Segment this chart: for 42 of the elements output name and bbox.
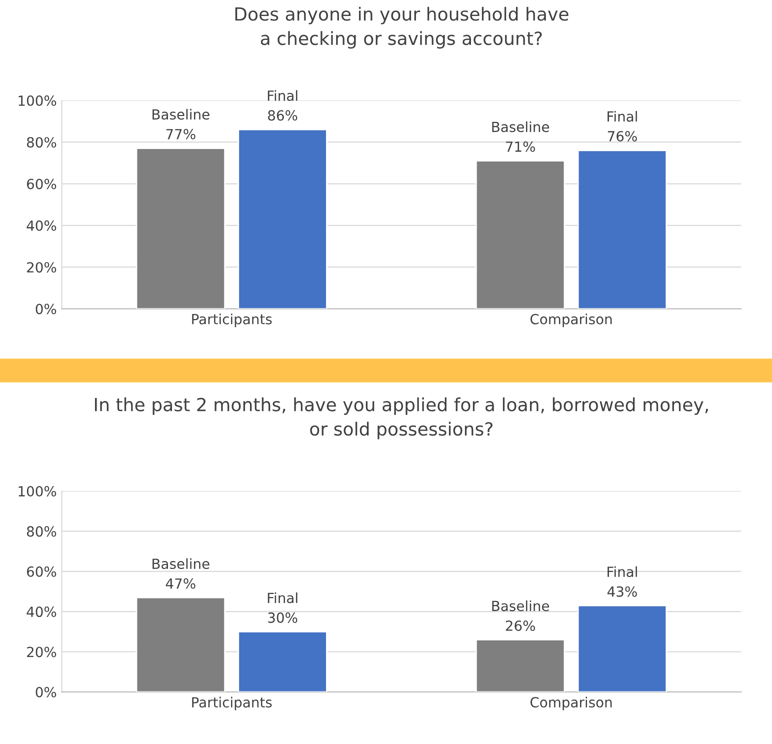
y-tick-label: 40% <box>26 606 56 618</box>
x-tick-label: Comparison <box>530 314 612 328</box>
data-label: 30% <box>268 612 298 623</box>
y-tick-label: 20% <box>27 262 56 273</box>
y-tick-label: 60% <box>27 566 56 577</box>
chart-title: Does anyone in your household have a checking or savings account? <box>235 6 568 49</box>
text: Final <box>268 592 298 604</box>
data-label: 47% <box>166 578 196 589</box>
y-tick-label: 100% <box>18 95 56 106</box>
y-tick-label: 40% <box>26 220 56 231</box>
y-tick-label: 20% <box>27 646 56 658</box>
y-tick-label: 0% <box>36 304 56 314</box>
bar <box>238 128 328 309</box>
x-tick-label: Participants <box>192 314 272 328</box>
y-tick-label: 100% <box>18 486 56 497</box>
text: Final <box>608 110 637 122</box>
x-tick-label: Comparison <box>530 696 612 710</box>
bar <box>136 596 226 692</box>
data-label: 77% <box>166 128 196 140</box>
y-tick-label: 60% <box>27 178 56 190</box>
bar <box>238 630 328 692</box>
text: Baseline <box>492 121 550 132</box>
bar <box>136 148 226 309</box>
data-label: 26% <box>506 620 535 631</box>
text: Final <box>608 566 637 578</box>
bar <box>475 160 566 309</box>
data-label: 76% <box>608 130 637 142</box>
text: Baseline <box>152 558 210 570</box>
text: Baseline <box>152 108 210 120</box>
data-label: 86% <box>268 110 298 121</box>
data-label: 71% <box>506 141 535 152</box>
x-tick-label: Participants <box>192 696 272 710</box>
y-tick-label: 80% <box>26 137 56 148</box>
bar <box>577 604 668 692</box>
y-tick-label: 0% <box>36 686 56 698</box>
data-label: 43% <box>607 586 637 597</box>
bar <box>475 638 566 692</box>
chart-title: In the past 2 months, have you applied for a loan, borrowed money, or sold possessions? <box>95 397 708 440</box>
y-tick-label: 80% <box>26 526 56 537</box>
text: Baseline <box>492 600 550 612</box>
text: Final <box>268 90 298 101</box>
bar <box>577 150 668 309</box>
